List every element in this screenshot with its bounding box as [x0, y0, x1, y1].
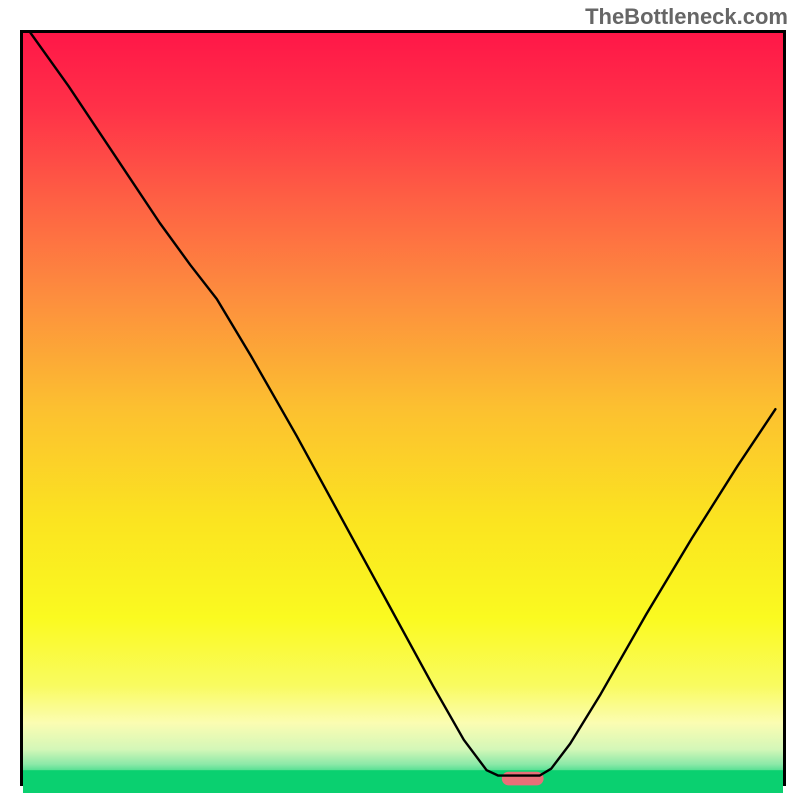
chart-frame: TheBottleneck.com — [0, 0, 800, 800]
optimum-marker — [502, 772, 544, 786]
plot-area — [20, 30, 786, 786]
bottom-green-strip — [23, 770, 783, 793]
bottleneck-line — [31, 33, 776, 776]
watermark-text: TheBottleneck.com — [585, 4, 788, 30]
bottleneck-curve — [23, 33, 783, 793]
